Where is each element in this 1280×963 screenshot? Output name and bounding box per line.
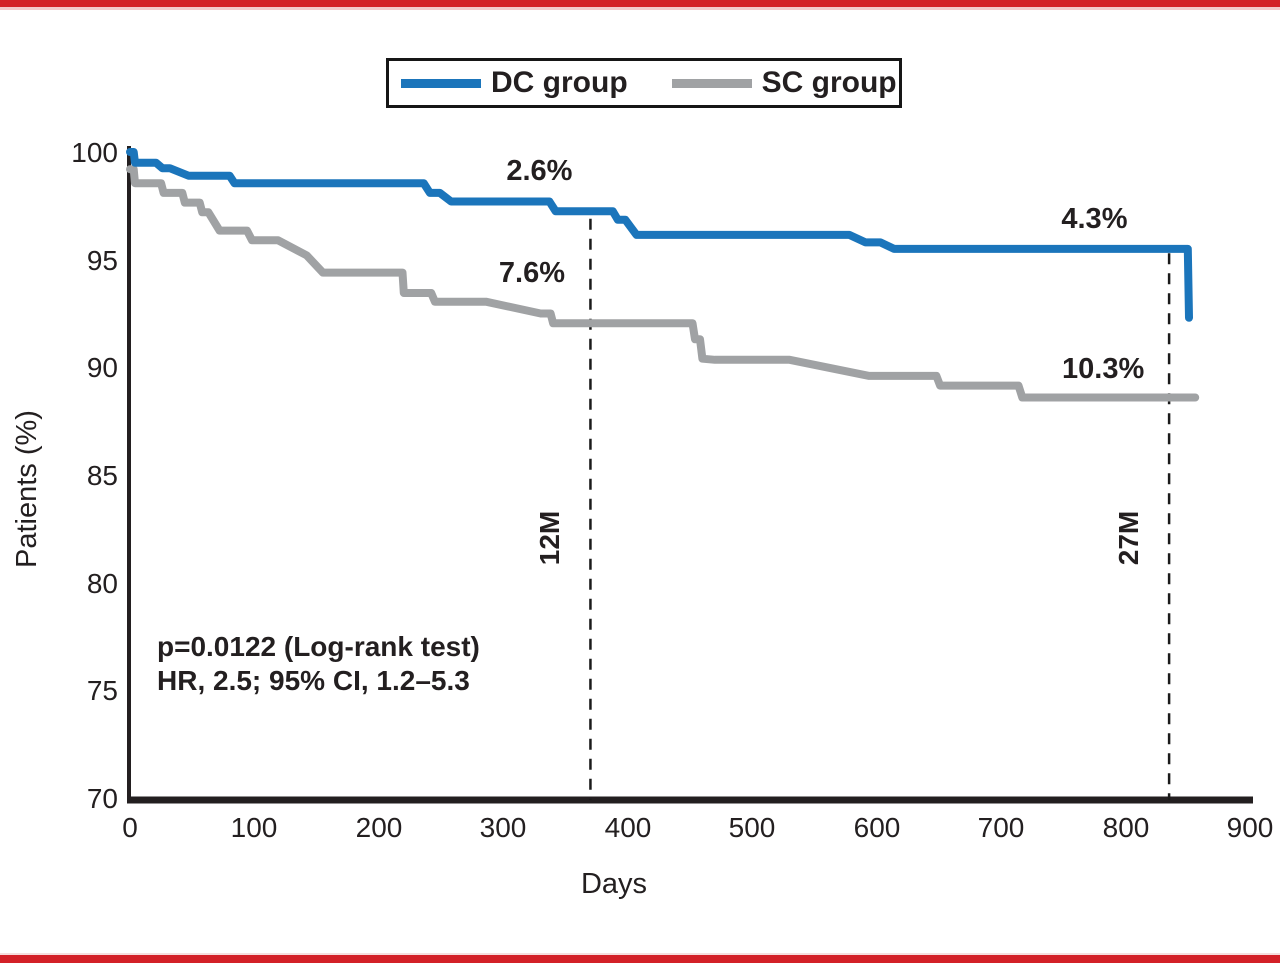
log-rank-p-value: p=0.0122 (Log-rank test) bbox=[157, 631, 480, 662]
hazard-ratio-ci: HR, 2.5; 95% CI, 1.2–5.3 bbox=[157, 665, 470, 696]
red-bottom-border bbox=[0, 955, 1280, 963]
y-tick-label: 95 bbox=[86, 245, 118, 276]
y-tick-label: 80 bbox=[86, 568, 118, 599]
x-tick-label: 200 bbox=[355, 812, 403, 843]
annotation-dc-12m: 2.6% bbox=[506, 155, 573, 188]
x-axis-title: Days bbox=[580, 868, 648, 900]
y-tick-label: 85 bbox=[86, 460, 118, 491]
legend-item-dc: DC group bbox=[401, 66, 628, 100]
legend-label-sc: SC group bbox=[761, 66, 897, 99]
x-tick-label: 600 bbox=[853, 812, 901, 843]
x-tick-label: 0 bbox=[122, 812, 138, 843]
x-tick-label: 500 bbox=[728, 812, 776, 843]
statistics-annotation: p=0.0122 (Log-rank test) HR, 2.5; 95% CI… bbox=[157, 630, 480, 698]
curve-sc-group bbox=[126, 165, 1200, 402]
red-top-border-fade bbox=[0, 7, 1280, 10]
x-tick-label: 100 bbox=[230, 812, 278, 843]
x-tick-label: 800 bbox=[1102, 812, 1150, 843]
curve-dc-group bbox=[126, 148, 1193, 322]
y-tick-label: 75 bbox=[86, 675, 118, 706]
y-axis-title: Patients (%) bbox=[11, 410, 43, 568]
y-tick-label: 100 bbox=[71, 137, 118, 168]
x-tick-label: 900 bbox=[1226, 812, 1274, 843]
annotation-sc-27m: 10.3% bbox=[1062, 353, 1145, 386]
timepoint-label-27m: 27M bbox=[1113, 510, 1145, 566]
annotation-dc-27m: 4.3% bbox=[1061, 202, 1128, 235]
x-tick-label: 400 bbox=[604, 812, 652, 843]
timepoint-label-12m: 12M bbox=[534, 510, 566, 566]
x-tick-label: 700 bbox=[977, 812, 1025, 843]
annotation-sc-12m: 7.6% bbox=[498, 256, 565, 289]
legend-label-dc: DC group bbox=[491, 66, 628, 99]
x-tick-label: 300 bbox=[479, 812, 527, 843]
chart-legend: DC group SC group bbox=[386, 58, 902, 108]
red-top-border bbox=[0, 0, 1280, 7]
y-tick-label: 70 bbox=[86, 783, 118, 814]
sc-line-swatch bbox=[671, 78, 752, 88]
red-bottom-border-fade bbox=[0, 953, 1280, 955]
dc-line-swatch bbox=[401, 78, 481, 88]
legend-item-sc: SC group bbox=[671, 66, 897, 100]
y-tick-label: 90 bbox=[86, 352, 118, 383]
